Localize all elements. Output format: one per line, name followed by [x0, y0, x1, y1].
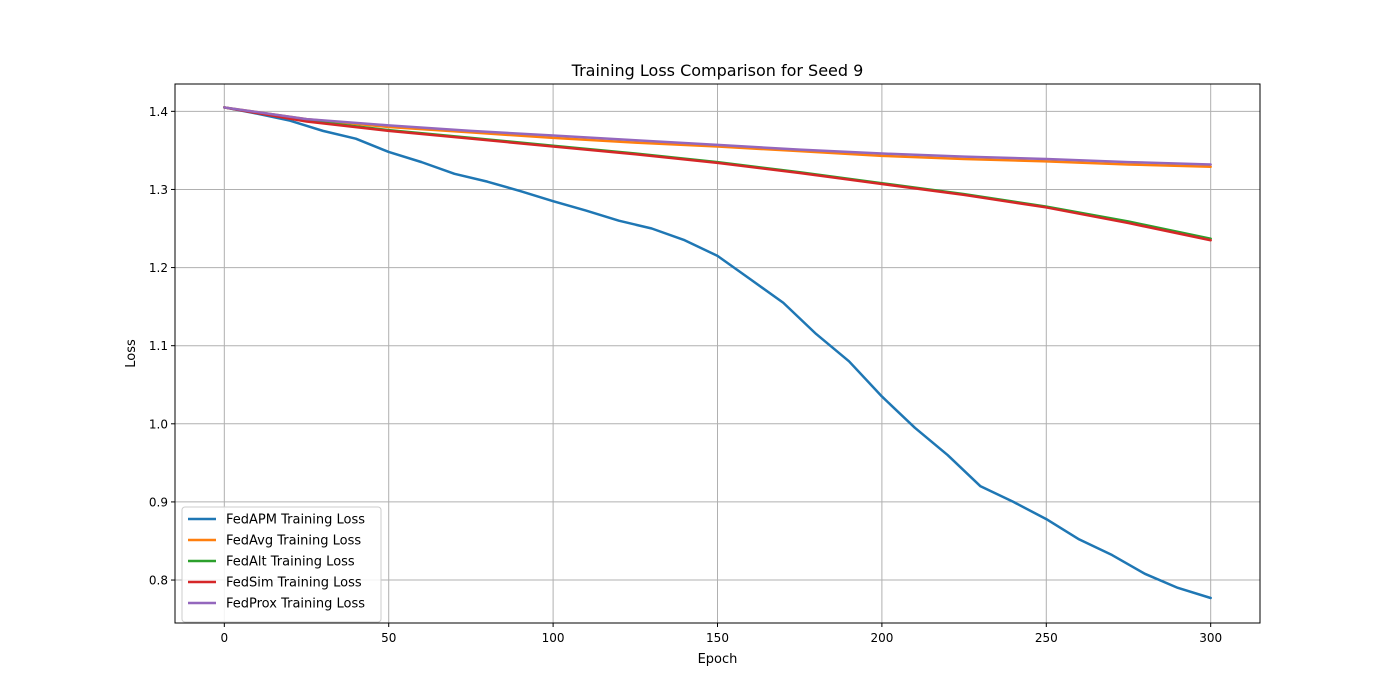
y-tick-label: 0.9 — [149, 495, 168, 509]
x-tick-label: 250 — [1035, 631, 1058, 645]
x-tick-label: 300 — [1199, 631, 1222, 645]
legend-label-4: FedProx Training Loss — [226, 597, 365, 612]
legend-label-2: FedAlt Training Loss — [226, 555, 355, 570]
legend-label-3: FedSim Training Loss — [226, 576, 362, 591]
x-axis-label: Epoch — [698, 652, 738, 667]
x-tick-label: 50 — [381, 631, 396, 645]
y-tick-label: 1.2 — [149, 261, 168, 275]
y-tick-label: 1.1 — [149, 339, 168, 353]
x-axis-ticks: 0 50 100 150 200 250 300 — [220, 623, 1222, 645]
x-tick-label: 0 — [220, 631, 228, 645]
y-tick-label: 0.8 — [149, 574, 168, 588]
chart-title: Training Loss Comparison for Seed 9 — [571, 61, 864, 80]
series-line-1 — [223, 106, 1212, 169]
x-tick-label: 100 — [542, 631, 565, 645]
x-tick-label: 200 — [870, 631, 893, 645]
legend: FedAPM Training Loss FedAvg Training Loss… — [181, 506, 382, 623]
legend-label-1: FedAvg Training Loss — [226, 534, 361, 549]
legend-label-0: FedAPM Training Loss — [226, 513, 365, 528]
series-lines — [223, 106, 1212, 600]
y-tick-label: 1.4 — [149, 105, 168, 119]
series-line-4 — [223, 106, 1212, 166]
y-axis-label: Loss — [124, 339, 139, 368]
grid — [175, 84, 1260, 623]
series-line-3 — [223, 106, 1212, 242]
y-tick-label: 1.0 — [149, 417, 168, 431]
y-axis-ticks: 0.8 0.9 1.0 1.1 1.2 1.3 1.4 — [149, 105, 175, 588]
legend-box — [181, 506, 382, 623]
x-tick-label: 150 — [706, 631, 729, 645]
y-tick-label: 1.3 — [149, 183, 168, 197]
series-line-0 — [223, 106, 1212, 600]
